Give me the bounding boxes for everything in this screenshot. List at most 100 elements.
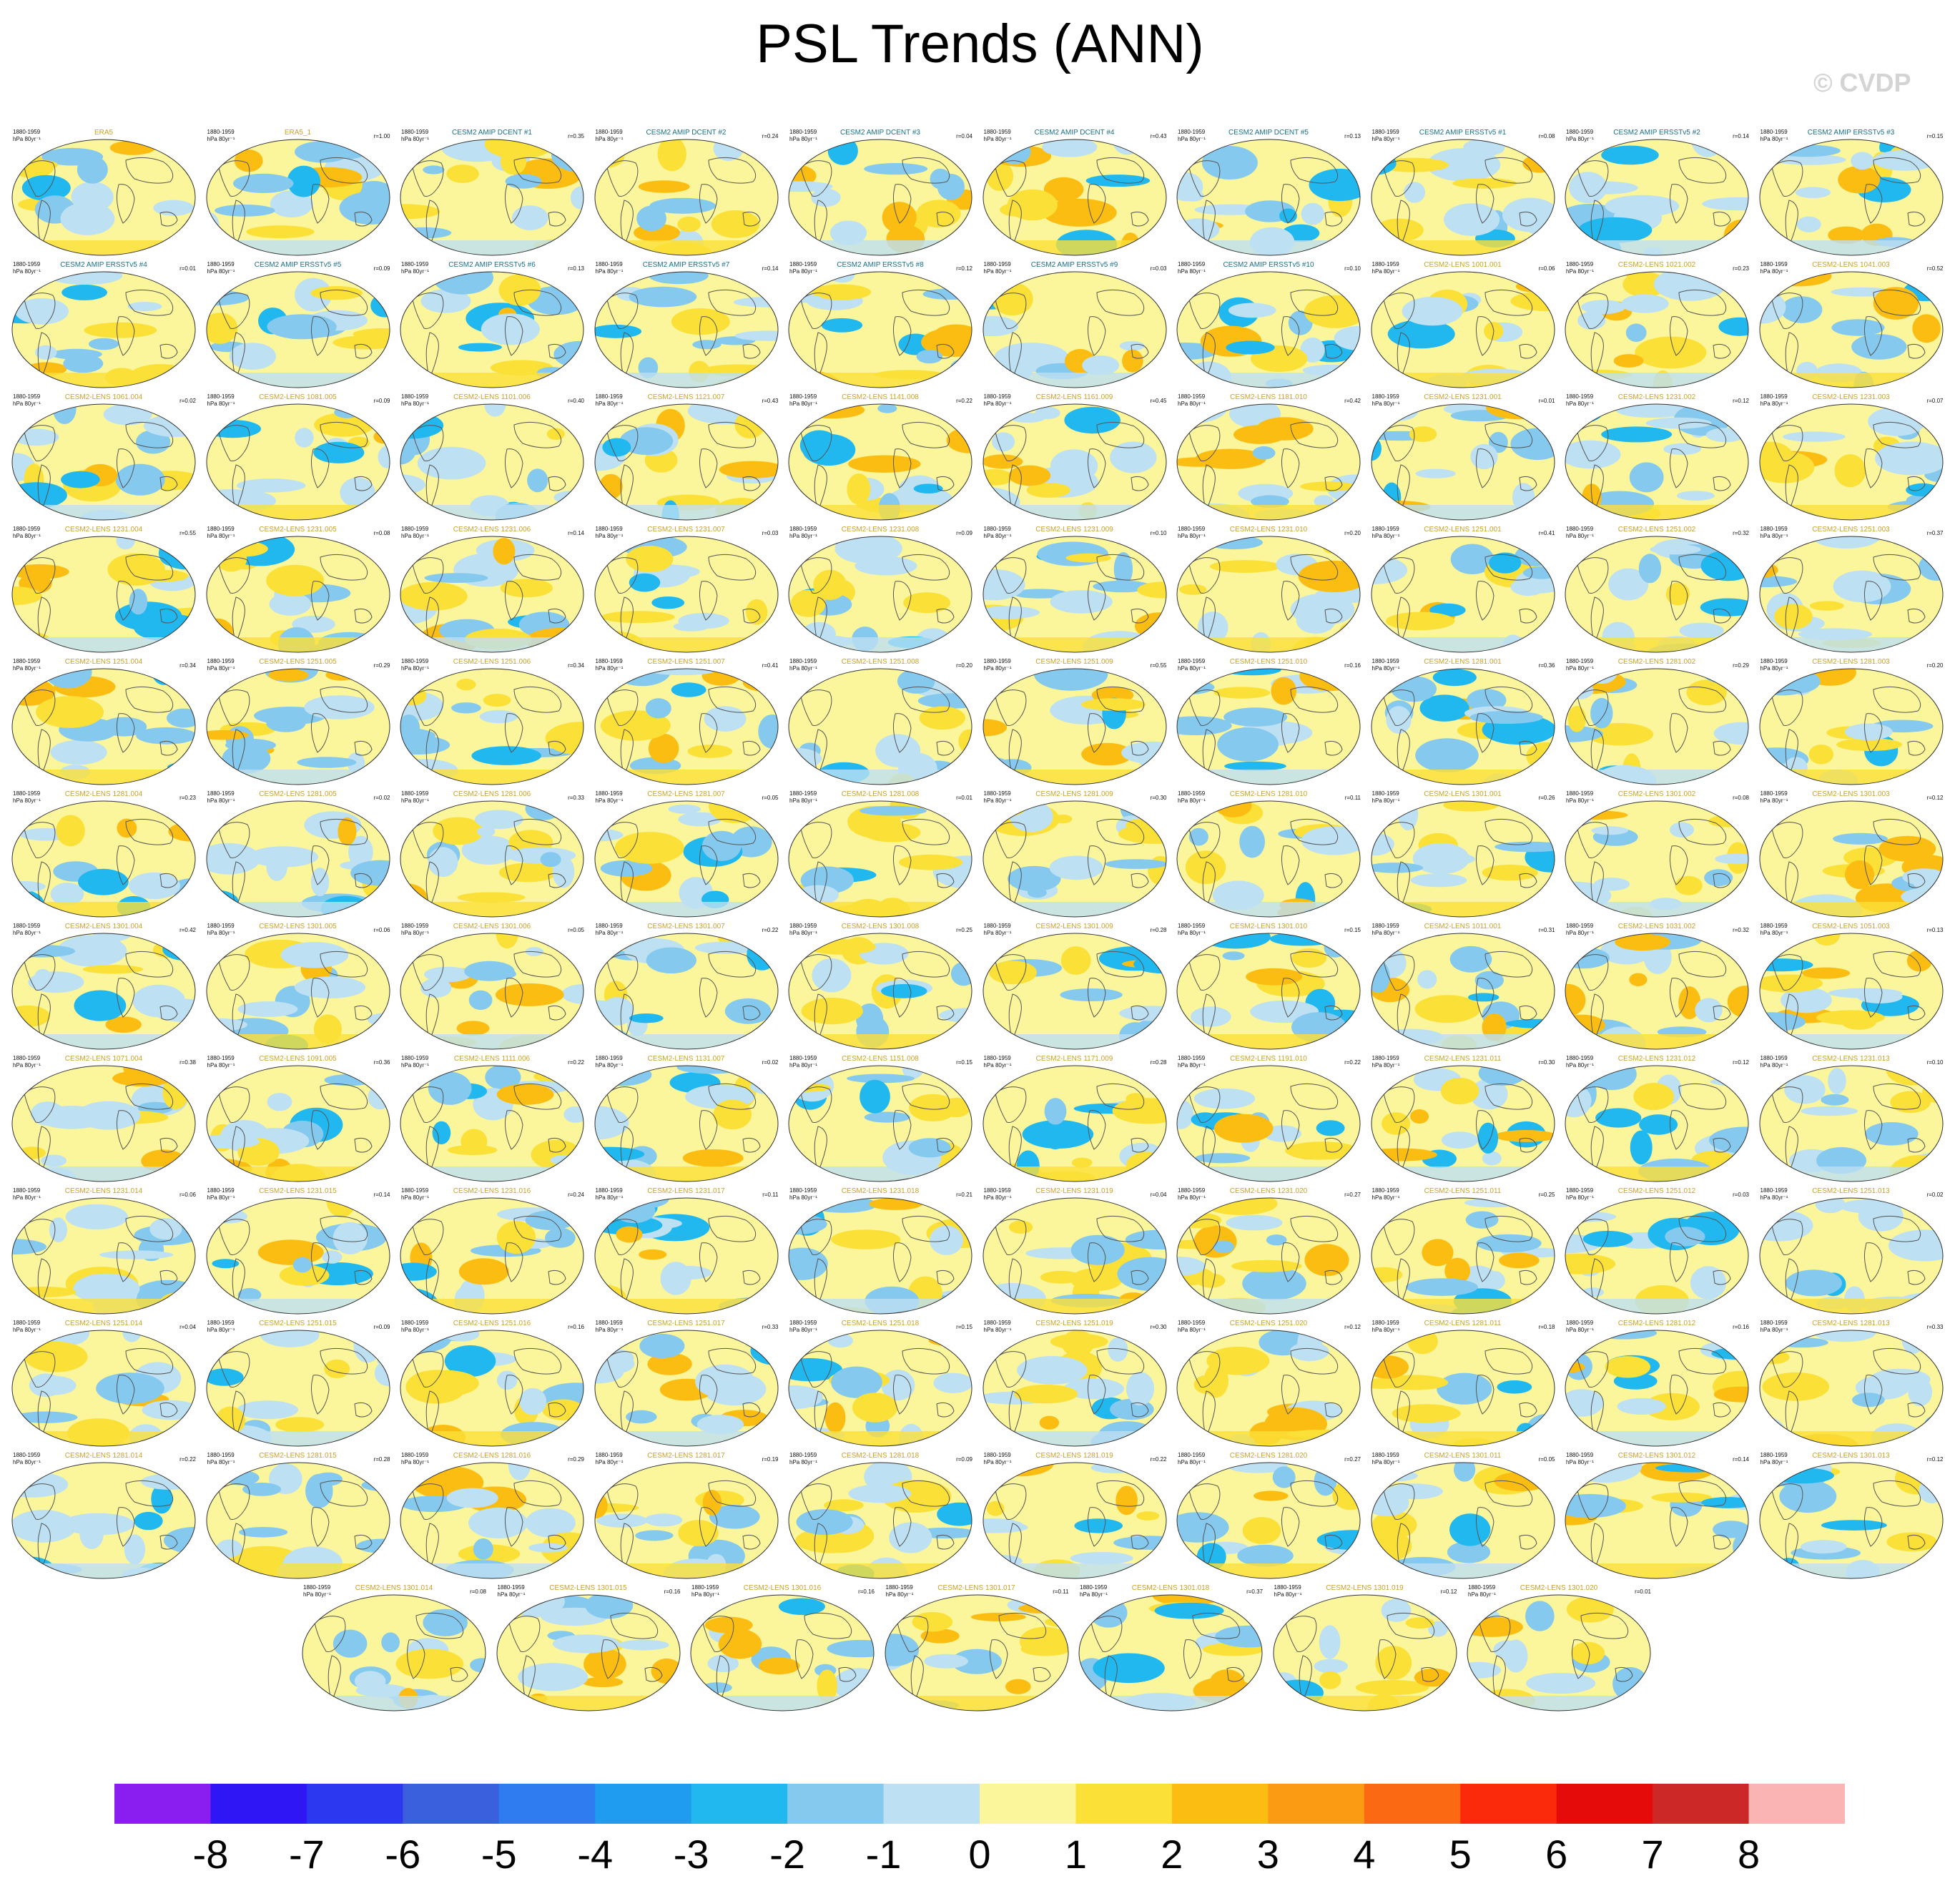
contour-region [400,1560,431,1578]
trend-map [1565,403,1749,521]
contour-region [1285,1141,1359,1160]
contour-region [211,1259,239,1269]
panel-correlation: r=0.29 [568,1456,584,1463]
map-outline [1565,271,1749,388]
contour-region [1498,1252,1540,1269]
contour-region [1635,336,1707,369]
contour-region [400,373,583,388]
contour-region [1759,240,1943,255]
panel-title: CESM2-LENS 1251.018 [841,1320,920,1327]
coastline [1713,1005,1731,1021]
contour-region [12,1563,195,1578]
contour-region [413,1370,479,1397]
coastline [1863,845,1883,885]
contour-region [1832,832,1888,845]
trend-map [983,1197,1166,1315]
coastline [172,415,192,425]
contour-region [310,868,329,897]
contour-region [206,1166,390,1182]
coastline [814,861,827,909]
panel-units: hPa 80yr⁻¹ [13,1194,41,1201]
panel-correlation: r=0.27 [1344,1192,1361,1198]
contour-region [229,343,276,370]
coastline [1863,581,1883,621]
coastline [117,845,135,885]
coastline [1202,1390,1216,1438]
contour-region [1201,146,1258,180]
map-outline [1176,403,1361,521]
coastline [1337,944,1357,954]
panel-period: 1880-1959 [13,526,41,532]
trend-map [400,1197,584,1315]
map-panel: 1880-1959 hPa 80yr⁻¹ CESM2-LENS 1251.004 r=… [9,658,199,788]
coastline [1290,1083,1339,1110]
coastline [1906,608,1926,624]
map-panel: 1880-1959 hPa 80yr⁻¹ CESM2-LENS 1251.012 r=… [1562,1187,1752,1317]
panel-title: CESM2-LENS 1151.008 [842,1055,919,1063]
coastline [1725,283,1745,293]
contour-region [1595,1108,1642,1128]
panel-period: 1880-1959 [983,1187,1011,1194]
contour-region [1477,1122,1498,1154]
contour-region [1630,1130,1653,1165]
panel-units: hPa 80yr⁻¹ [1080,1591,1108,1598]
contour-region [1371,373,1555,388]
coastline [1324,476,1343,491]
coastline [117,1110,135,1150]
coastline [217,1483,250,1520]
panel-title: CESM2-LENS 1141.008 [842,393,919,401]
panel-correlation: r=0.29 [1733,662,1749,669]
contour-region [465,1490,493,1500]
map-panel: 1880-1959 hPa 80yr⁻¹ CESM2-LENS 1251.010 r=… [1173,658,1364,788]
panel-period: 1880-1959 [595,1452,623,1458]
contour-region [1759,974,1823,993]
panel-correlation: r=0.08 [1733,795,1749,801]
trend-map [788,271,972,388]
contour-region [1800,1106,1858,1116]
coastline [1771,425,1803,461]
panel-units: hPa 80yr⁻¹ [207,1327,235,1333]
trend-map [983,1330,1166,1447]
coastline [1725,1076,1745,1086]
coastline [754,1473,775,1483]
panel-title: CESM2-LENS 1301.005 [259,923,337,930]
map-panel: 1880-1959 hPa 80yr⁻¹ CESM2 AMIP ERSSTv5 #1… [1368,129,1558,259]
coastline [994,1483,1026,1520]
panel-title: CESM2 AMIP ERSSTv5 #6 [448,261,536,269]
coastline [994,557,1026,594]
map-outline [1176,271,1361,388]
coastline [1771,954,1803,991]
trend-map [983,800,1166,918]
coastline [366,679,387,689]
coastline [1095,1347,1144,1375]
map-outline [788,403,972,521]
panel-period: 1880-1959 [983,923,1011,929]
panel-correlation: r=0.45 [1150,398,1167,404]
panel-period: 1880-1959 [1566,129,1594,135]
coastline [159,608,178,624]
contour-region [594,1166,778,1182]
contour-region [1627,272,1649,292]
map-panel: 1880-1959 hPa 80yr⁻¹ CESM2-LENS 1281.008 r=… [785,790,975,920]
contour-region [237,1288,261,1302]
contour-region [646,1352,692,1375]
coastline [117,1375,135,1415]
coastline [1906,343,1926,359]
coastline [1143,944,1163,954]
coastline [1188,689,1221,726]
panel-period: 1880-1959 [1178,658,1206,664]
coastline [1906,1137,1926,1153]
map-panel: 1880-1959 hPa 80yr⁻¹ CESM2-LENS 1251.002 r=… [1562,526,1752,656]
coastline [994,1219,1026,1255]
contour-region [629,1013,664,1023]
panel-units: hPa 80yr⁻¹ [595,930,624,936]
contour-region [789,770,972,785]
contour-region [1886,1532,1937,1552]
contour-region [983,606,1040,619]
colorbar-tick-label: -3 [673,1832,709,1877]
coastline [353,343,373,359]
panel-units: hPa 80yr⁻¹ [1371,797,1400,804]
contour-region [400,505,583,520]
map-panel: 1880-1959 hPa 80yr⁻¹ CESM2 AMIP DCENT #3 r=… [785,129,975,259]
contour-region [1590,697,1613,729]
